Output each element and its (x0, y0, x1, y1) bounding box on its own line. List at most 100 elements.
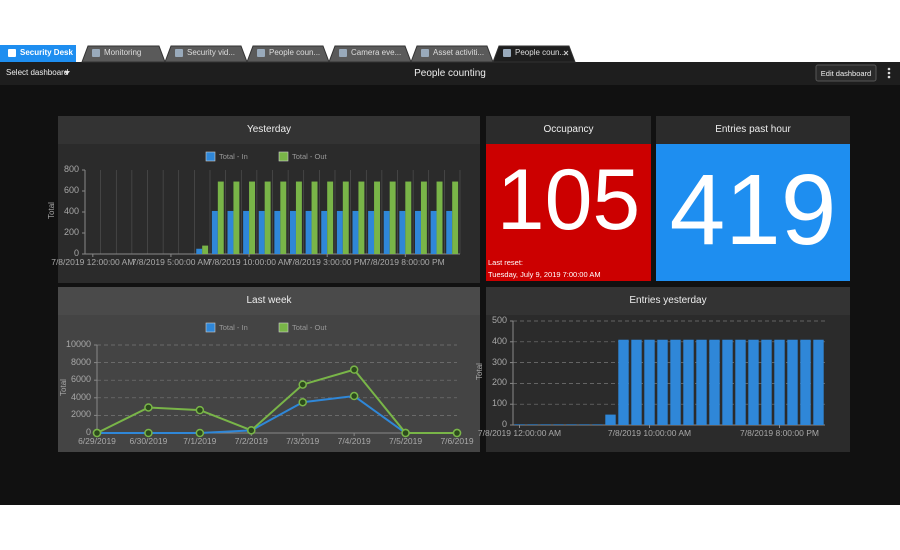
y-tick-label: 0 (73, 248, 79, 258)
y-axis-label: Total (46, 202, 56, 219)
edit-dashboard[interactable]: Edit dashboard (820, 69, 872, 78)
point (144, 428, 153, 438)
tile-title: Entries past hour (715, 124, 791, 135)
line (96, 368, 457, 434)
y-tick-label: 10000 (65, 339, 91, 349)
y-axis-label: Total (474, 363, 484, 380)
edit-button[interactable] (815, 64, 877, 82)
point (195, 428, 205, 438)
x-tick-label: 7/8/2019 12:00:00 AM (477, 428, 562, 438)
tab-icon (92, 49, 100, 57)
bar (342, 181, 349, 254)
chart-title: Last week (246, 295, 292, 306)
bar (644, 339, 655, 425)
tab[interactable] (492, 45, 576, 63)
bar (787, 339, 798, 425)
tab-icon (257, 49, 265, 57)
bar (430, 210, 437, 254)
bar (709, 339, 720, 425)
tab[interactable] (81, 45, 166, 63)
legend-label[interactable]: Total - Out (292, 152, 327, 161)
bar (280, 181, 287, 254)
x-tick-label: 6/30/2019 (129, 436, 168, 446)
bar (264, 181, 271, 254)
y-tick-label: 200 (63, 227, 79, 237)
tab-label[interactable]: Security Desk (20, 48, 73, 57)
legend-label[interactable]: Total - Out (292, 323, 327, 332)
tile-title: Occupancy (543, 124, 594, 135)
bar (696, 339, 707, 425)
y-tick-label: 2000 (70, 409, 91, 420)
menu-dot[interactable] (887, 75, 891, 79)
bar (579, 424, 590, 425)
tab[interactable] (246, 45, 330, 63)
chart-title: Yesterday (246, 124, 292, 135)
y-tick-label: 6000 (70, 374, 91, 385)
bar (249, 181, 255, 254)
legend-swatch[interactable] (205, 322, 216, 333)
legend-label[interactable]: Total - In (219, 323, 248, 332)
tab-icon (421, 49, 429, 57)
x-tick-label: 7/8/2019 5:00:00 AM (131, 257, 211, 267)
x-tick-label: 7/3/2019 (286, 436, 320, 446)
bar (683, 339, 694, 425)
point (452, 428, 462, 438)
legend-label[interactable]: Total - In (219, 152, 248, 161)
bar (670, 339, 681, 425)
tab-label[interactable]: Camera eve... (351, 48, 402, 57)
y-tick-label: 300 (491, 356, 507, 367)
x-tick-label: 7/8/2019 12:00:00 AM (51, 257, 135, 267)
bar (452, 181, 459, 254)
tab[interactable] (0, 45, 76, 62)
tile-reset: Tuesday, July 9, 2019 7:00:00 AM (488, 270, 601, 279)
tab[interactable] (328, 45, 412, 63)
legend-swatch[interactable] (278, 322, 289, 333)
tile-value: 419 (669, 154, 837, 266)
bar (405, 181, 412, 254)
y-axis-label: Total (58, 379, 68, 396)
bar (553, 424, 564, 425)
menu-dot[interactable] (887, 67, 891, 71)
y-tick-label: 0 (85, 427, 91, 437)
bar (227, 210, 234, 254)
x-tick-label: 7/1/2019 (183, 436, 217, 446)
panel-header (486, 287, 850, 315)
tile-header (656, 116, 850, 144)
menu-dot[interactable] (887, 71, 891, 75)
tab-icon (8, 49, 16, 57)
tab-label[interactable]: Security vid... (187, 48, 236, 57)
bar (722, 339, 733, 425)
tab-label[interactable]: People coun... (515, 48, 567, 57)
point (298, 397, 307, 407)
close-icon[interactable] (563, 50, 569, 56)
tile-body (656, 144, 850, 281)
bar (305, 210, 312, 254)
x-tick-label: 7/6/2019 (440, 436, 474, 446)
tab-label[interactable]: People coun... (269, 48, 321, 57)
bar (383, 210, 390, 254)
legend-swatch[interactable] (278, 151, 289, 162)
y-tick-label: 200 (491, 377, 507, 388)
dashboard-select[interactable]: Select dashboard (6, 68, 69, 77)
tab[interactable] (410, 45, 494, 63)
bar (196, 248, 203, 254)
line (97, 395, 457, 434)
bar (290, 210, 296, 254)
dropdown-caret[interactable] (64, 71, 70, 75)
x-tick-label: 7/5/2019 (389, 436, 423, 446)
point (195, 405, 205, 415)
y-tick-label: 800 (63, 164, 79, 174)
tab-label[interactable]: Asset activiti... (433, 48, 485, 57)
y-tick-label: 100 (491, 398, 507, 409)
bar (295, 181, 302, 254)
x-tick-label: 6/29/2019 (78, 436, 116, 446)
x-tick-label: 7/8/2019 10:00:00 AM (607, 428, 692, 438)
tab-label[interactable]: Monitoring (104, 48, 142, 57)
bar (800, 339, 811, 425)
tile-header (486, 116, 651, 144)
bar (420, 181, 427, 254)
legend-swatch[interactable] (205, 151, 216, 162)
tab[interactable] (164, 45, 248, 63)
bar (540, 424, 551, 425)
